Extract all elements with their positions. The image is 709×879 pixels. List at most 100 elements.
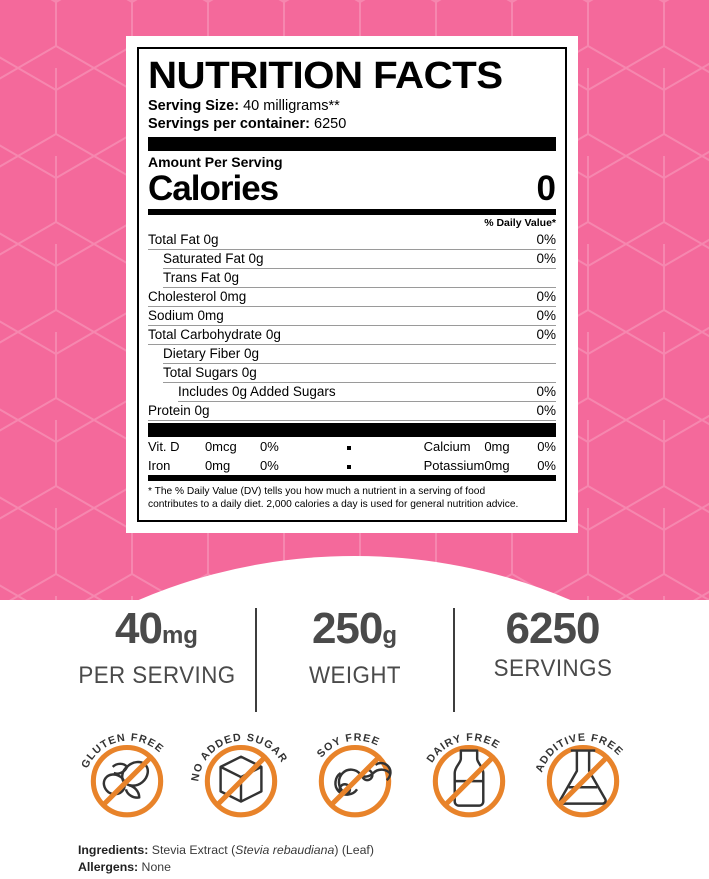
nutrient-row: Total Carbohydrate 0g 0%: [148, 326, 556, 344]
nutrient-row-divider: [178, 401, 556, 402]
stat-column: 250g WEIGHT: [257, 604, 453, 691]
nutrient-row: Cholesterol 0mg 0%: [148, 288, 556, 306]
stat-divider: [452, 608, 455, 712]
micronutrient-left-amount: 0mg: [204, 458, 231, 473]
micronutrient-table: Vit. D 0mcg 0% Calcium 0mg 0% Iron 0mg 0% Potassi…: [148, 437, 556, 475]
nutrient-row: Total Fat 0g 0%: [148, 231, 556, 249]
micronutrient-right-name: Calcium: [423, 439, 471, 454]
micronutrient-left-name: Iron: [148, 458, 171, 473]
micronutrient-row: Vit. D 0mcg 0% Calcium 0mg 0%: [148, 437, 556, 456]
certification-badges: GLUTEN FREE NO ADDED SUGAR SOY FREE DAIRY F…: [0, 722, 709, 827]
footnote-line-1: * The % Daily Value (DV) tells you how m…: [148, 486, 486, 497]
nutrient-row: Trans Fat 0g: [148, 269, 556, 287]
nutrient-row-divider: [163, 363, 556, 364]
servings-per-container-row: Servings per container: 6250: [148, 115, 556, 133]
nutrition-facts-title: NUTRITION FACTS: [148, 55, 503, 97]
nutrient-name: Total Sugars 0g: [163, 365, 257, 380]
nutrient-row: Saturated Fat 0g 0%: [148, 250, 556, 268]
nutrient-row-divider: [148, 249, 556, 250]
daily-value-footnote: * The % Daily Value (DV) tells you how m…: [148, 481, 556, 511]
footnote-line-2: contributes to a daily diet. 2,000 calor…: [148, 499, 519, 510]
badge-additive-free: ADDITIVE FREE: [532, 722, 634, 824]
stat-number: 250g: [311, 604, 398, 653]
nutrient-row: Sodium 0mg 0%: [148, 307, 556, 325]
soybean-icon: SOY FREE: [314, 732, 392, 818]
nutrition-facts-card: NUTRITION FACTS Serving Size: 40 milligr…: [126, 36, 578, 533]
medium-divider-footnote: [148, 475, 556, 481]
milk-bottle-icon: DAIRY FREE: [424, 732, 505, 818]
thick-divider-micronutrients: [148, 423, 556, 437]
medium-divider-calories: [148, 209, 556, 215]
nutrient-name: Total Carbohydrate 0g: [148, 327, 281, 342]
micronutrient-right-dv: 0%: [537, 458, 556, 473]
nutrient-row-divider: [148, 344, 556, 345]
badge-soy-free: SOY FREE: [304, 722, 406, 824]
micronutrient-right-name: Potassium: [423, 458, 485, 473]
stat-unit: mg: [161, 622, 198, 649]
nutrient-rows: Total Fat 0g 0% Saturated Fat 0g 0% Trans Fa…: [148, 231, 556, 421]
stat-number: 40mg: [115, 604, 198, 653]
stat-unit: g: [382, 622, 398, 649]
nutrient-name: Includes 0g Added Sugars: [178, 384, 336, 399]
servings-per-container-label: Servings per container:: [148, 116, 310, 132]
thick-divider-top: [148, 137, 556, 151]
micronutrient-left-amount: 0mcg: [204, 439, 237, 454]
product-stats: 40mg PER SERVING 250g WEIGHT 6250 SERVINGS: [0, 604, 709, 714]
nutrient-row-divider: [163, 382, 556, 383]
servings-per-container-value: 6250: [314, 116, 347, 132]
ingredients-text-b: ) (Leaf): [334, 843, 374, 857]
nutrient-row: Total Sugars 0g: [148, 364, 556, 382]
micronutrient-left-dv: 0%: [259, 458, 279, 473]
wheat-icon: GLUTEN FREE: [79, 732, 164, 818]
micronutrient-right-dv: 0%: [537, 439, 556, 454]
flask-icon: ADDITIVE FREE: [533, 732, 624, 818]
nutrient-daily-value: 0%: [536, 251, 556, 266]
nutrient-row: Includes 0g Added Sugars 0%: [148, 383, 556, 401]
badge-no-added-sugar: NO ADDED SUGAR: [190, 722, 292, 824]
serving-size-row: Serving Size: 40 milligrams**: [148, 97, 556, 115]
stat-caption: WEIGHT: [308, 662, 401, 689]
badge-dairy-free: DAIRY FREE: [418, 722, 520, 824]
micronutrient-right-amount: 0mg: [484, 458, 510, 473]
allergens-label: Allergens:: [78, 860, 139, 874]
calories-row: Calories 0: [148, 171, 556, 209]
micronutrient-right-amount: 0mg: [484, 439, 510, 454]
ingredients-scientific-name: Stevia rebaudiana: [235, 843, 335, 857]
nutrient-row-divider: [148, 306, 556, 307]
nutrient-row-divider: [163, 268, 556, 269]
nutrient-daily-value: 0%: [536, 289, 556, 304]
serving-size-value: 40 milligrams**: [243, 98, 340, 114]
stat-column: 6250 SERVINGS: [455, 604, 651, 684]
nutrient-daily-value: 0%: [536, 384, 556, 399]
ingredients-label: Ingredients:: [78, 843, 149, 857]
nutrient-daily-value: 0%: [536, 232, 556, 247]
nutrient-row-divider: [148, 325, 556, 326]
ingredients-text-a: Stevia Extract (: [148, 843, 236, 857]
nutrient-row: Protein 0g 0%: [148, 402, 556, 420]
nutrient-name: Protein 0g: [148, 403, 210, 418]
nutrient-daily-value: 0%: [536, 327, 556, 342]
nutrient-name: Trans Fat 0g: [163, 270, 240, 285]
allergens-value: None: [138, 860, 171, 874]
micronutrient-left-name: Vit. D: [148, 439, 180, 454]
amount-per-serving-label: Amount Per Serving: [148, 154, 283, 170]
micronutrient-bullet-separator: [311, 456, 388, 475]
nutrient-name: Sodium 0mg: [148, 308, 224, 323]
nutrition-facts-panel: NUTRITION FACTS Serving Size: 40 milligr…: [137, 47, 567, 522]
calories-value: 0: [536, 169, 556, 208]
nutrient-name: Cholesterol 0mg: [148, 289, 247, 304]
calories-label: Calories: [148, 169, 279, 208]
micronutrient-row: Iron 0mg 0% Potassium 0mg 0%: [148, 456, 556, 475]
nutrient-row-divider: [148, 420, 556, 421]
ingredients-line: Ingredients: Stevia Extract (Stevia reba…: [78, 842, 678, 859]
nutrient-daily-value: 0%: [536, 403, 556, 418]
nutrient-name: Saturated Fat 0g: [163, 251, 264, 266]
daily-value-header: % Daily Value*: [484, 217, 556, 229]
micronutrient-left-dv: 0%: [259, 439, 279, 454]
nutrient-name: Total Fat 0g: [148, 232, 219, 247]
micronutrient-bullet-separator: [311, 437, 388, 456]
stat-caption: PER SERVING: [77, 662, 236, 689]
badge-gluten-free: GLUTEN FREE: [76, 722, 178, 824]
sugar-cube-icon: NO ADDED SUGAR: [190, 732, 288, 818]
